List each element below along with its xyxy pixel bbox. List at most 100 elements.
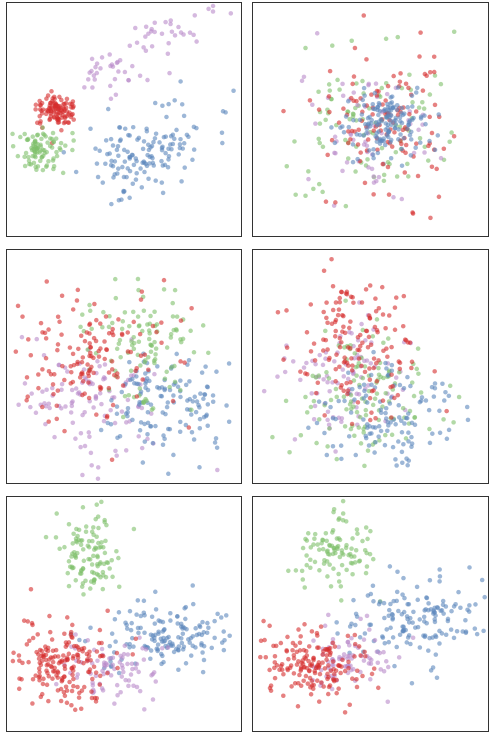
- scatter-point: [110, 655, 116, 661]
- scatter-point: [96, 354, 102, 359]
- scatter-point: [146, 176, 151, 182]
- scatter-point: [186, 425, 192, 430]
- scatter-point: [102, 362, 108, 367]
- scatter-point: [324, 300, 329, 305]
- scatter-point: [315, 633, 320, 638]
- scatter-point: [93, 670, 99, 675]
- scatter-point: [78, 542, 84, 548]
- scatter-point: [365, 425, 370, 430]
- scatter-point: [356, 127, 361, 133]
- scatter-point: [298, 634, 303, 639]
- scatter-point: [278, 640, 284, 646]
- scatter-point: [115, 143, 121, 149]
- scatter-point: [308, 302, 314, 307]
- scatter-point: [78, 706, 84, 712]
- scatter-point: [324, 653, 330, 658]
- scatter-point: [205, 423, 210, 428]
- scatter-point: [357, 384, 363, 390]
- scatter-point: [55, 314, 61, 319]
- scatter-point: [126, 683, 131, 689]
- scatter-point: [378, 410, 384, 416]
- scatter-point: [409, 434, 414, 440]
- scatter-point: [341, 374, 347, 379]
- scatter-point: [362, 649, 367, 655]
- scatter-point: [300, 577, 306, 582]
- scatter-point: [424, 595, 429, 600]
- scatter-point: [426, 407, 432, 413]
- scatter-point: [153, 607, 159, 612]
- scatter-point: [396, 137, 401, 142]
- scatter-point: [215, 611, 220, 617]
- scatter-point: [365, 422, 370, 427]
- scatter-point: [371, 349, 376, 355]
- scatter-point: [138, 297, 144, 302]
- scatter-point: [376, 121, 382, 127]
- scatter-point: [65, 615, 70, 620]
- scatter-point: [409, 365, 414, 371]
- scatter-point: [29, 391, 34, 396]
- scatter-point: [127, 195, 132, 201]
- scatter-point: [133, 177, 139, 182]
- scatter-point: [307, 662, 313, 668]
- scatter-point: [304, 562, 310, 568]
- scatter-point: [333, 379, 338, 384]
- scatter-point: [311, 656, 316, 661]
- scatter-point: [134, 612, 139, 617]
- scatter-point: [112, 172, 117, 177]
- scatter-point: [332, 334, 338, 339]
- scatter-point: [343, 203, 349, 209]
- scatter-point: [66, 651, 72, 657]
- scatter-point: [368, 121, 374, 126]
- scatter-point: [168, 21, 173, 27]
- scatter-point: [231, 88, 236, 94]
- scatter-point: [381, 136, 386, 141]
- scatter-point: [354, 677, 359, 682]
- scatter-point: [267, 623, 272, 629]
- scatter-point: [395, 34, 401, 40]
- scatter-point: [160, 190, 166, 196]
- scatter-point: [416, 127, 421, 133]
- scatter-series-green: [286, 498, 383, 604]
- scatter-point: [361, 396, 366, 401]
- scatter-point: [417, 617, 423, 622]
- scatter-point: [298, 377, 303, 383]
- scatter-point: [371, 599, 376, 604]
- scatter-point: [400, 323, 406, 329]
- scatter-point: [30, 635, 36, 641]
- scatter-series-red: [33, 89, 76, 146]
- scatter-point: [33, 410, 39, 416]
- scatter-point: [384, 366, 389, 371]
- scatter-point: [214, 445, 220, 450]
- scatter-point: [115, 665, 120, 671]
- scatter-point: [349, 546, 354, 551]
- scatter-point: [346, 665, 351, 671]
- scatter-point: [153, 178, 158, 183]
- scatter-panel-1: [6, 2, 242, 237]
- scatter-point: [52, 372, 57, 377]
- scatter-point: [63, 644, 69, 649]
- scatter-point: [161, 627, 167, 633]
- scatter-point: [287, 665, 293, 671]
- scatter-point: [125, 397, 131, 403]
- scatter-point: [421, 614, 427, 620]
- scatter-point: [87, 649, 92, 655]
- scatter-point: [344, 542, 349, 548]
- scatter-point: [116, 153, 121, 158]
- scatter-point: [340, 498, 346, 504]
- scatter-series-blue: [61, 79, 236, 207]
- scatter-point: [275, 374, 280, 379]
- scatter-point: [326, 376, 332, 381]
- scatter-point: [134, 170, 139, 176]
- scatter-point: [40, 404, 45, 410]
- scatter-point: [355, 531, 360, 536]
- scatter-series-blue: [306, 349, 471, 468]
- scatter-point: [114, 650, 120, 656]
- scatter-point: [197, 623, 202, 628]
- scatter-point: [383, 326, 388, 331]
- scatter-point: [343, 298, 348, 303]
- scatter-point: [306, 176, 311, 182]
- scatter-point: [182, 360, 187, 365]
- scatter-point: [81, 645, 87, 651]
- scatter-point: [107, 643, 113, 649]
- scatter-point: [367, 366, 372, 371]
